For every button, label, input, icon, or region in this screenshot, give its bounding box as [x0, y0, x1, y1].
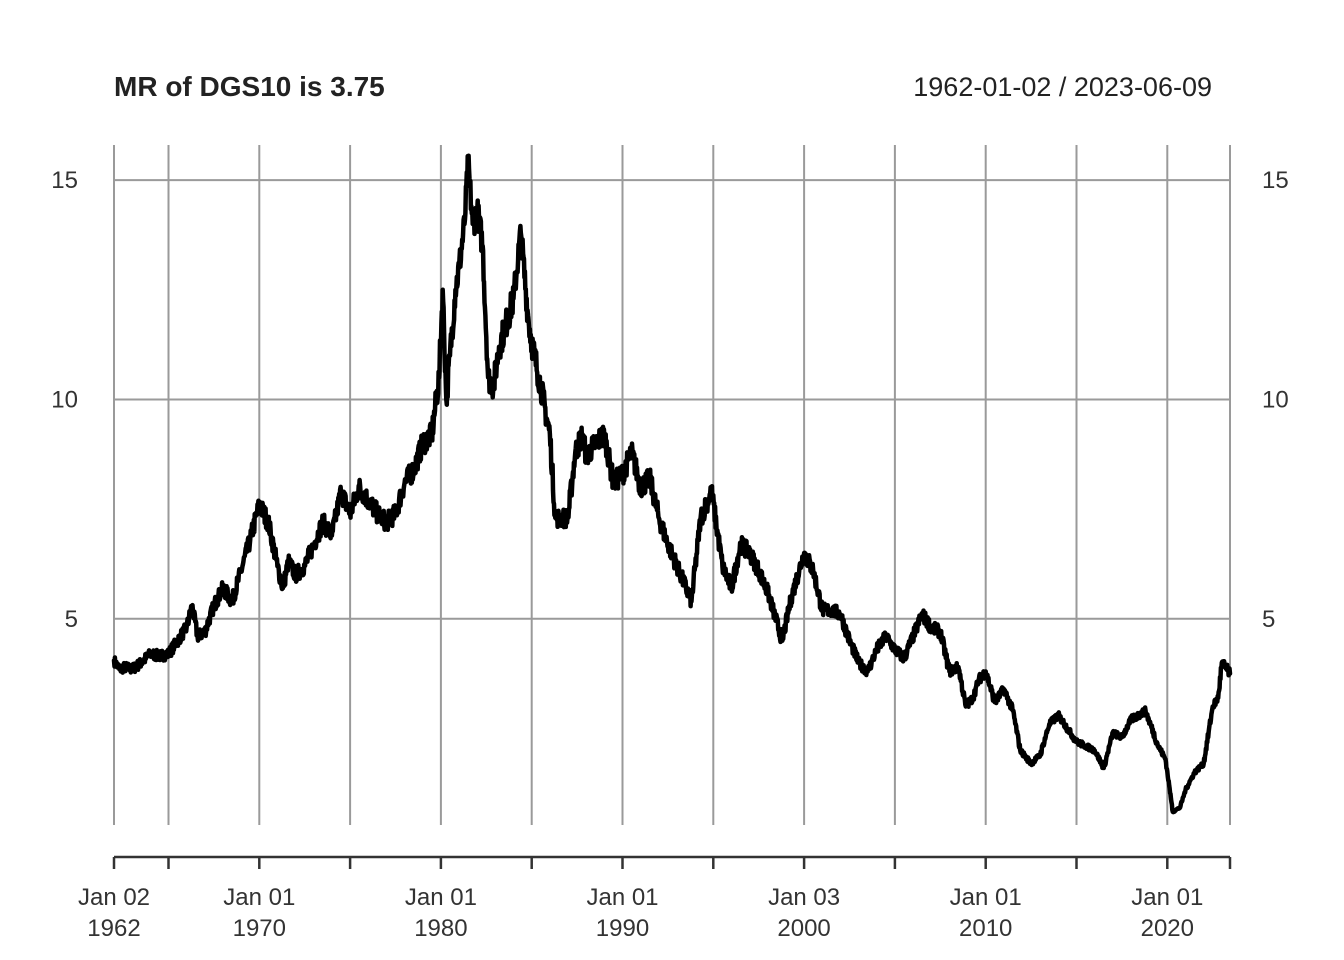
- y-tick-label-left: 15: [51, 167, 78, 194]
- date-range-label: 1962-01-02 / 2023-06-09: [913, 72, 1212, 102]
- y-tick-label-left: 5: [65, 606, 78, 633]
- x-tick-label-year: 1980: [414, 915, 467, 942]
- y-tick-label-left: 10: [51, 387, 78, 414]
- x-tick-label-date: Jan 02: [78, 884, 150, 911]
- x-tick-label-year: 1962: [87, 915, 140, 942]
- series-line: [111, 153, 1233, 815]
- horizontal-gridlines: [114, 179, 1230, 620]
- y-tick-label-right: 10: [1262, 387, 1289, 414]
- y-tick-label-right: 15: [1262, 167, 1289, 194]
- series-layer: [111, 153, 1233, 815]
- chart-title: MR of DGS10 is 3.75: [114, 71, 385, 102]
- x-tick-label-year: 1970: [233, 915, 286, 942]
- x-tick-label-year: 2000: [777, 915, 830, 942]
- y-tick-label-right: 5: [1262, 606, 1275, 633]
- x-axis: Jan 02 1962 Jan 01 1970 Jan 01 1980 Jan 01 1990…: [78, 855, 1232, 942]
- y-axis-labels: 5 5 10 10 15 15: [51, 167, 1288, 633]
- x-tick-label-year: 2020: [1141, 915, 1194, 942]
- x-tick-label-date: Jan 01: [586, 884, 658, 911]
- vertical-gridlines: [113, 145, 1231, 825]
- x-tick-label-year: 1990: [596, 915, 649, 942]
- x-tick-label-date: Jan 03: [768, 884, 840, 911]
- x-tick-label-date: Jan 01: [405, 884, 477, 911]
- x-tick-label-year: 2010: [959, 915, 1012, 942]
- x-tick-label-date: Jan 01: [223, 884, 295, 911]
- x-tick-label-date: Jan 01: [950, 884, 1022, 911]
- x-tick-label-date: Jan 01: [1131, 884, 1203, 911]
